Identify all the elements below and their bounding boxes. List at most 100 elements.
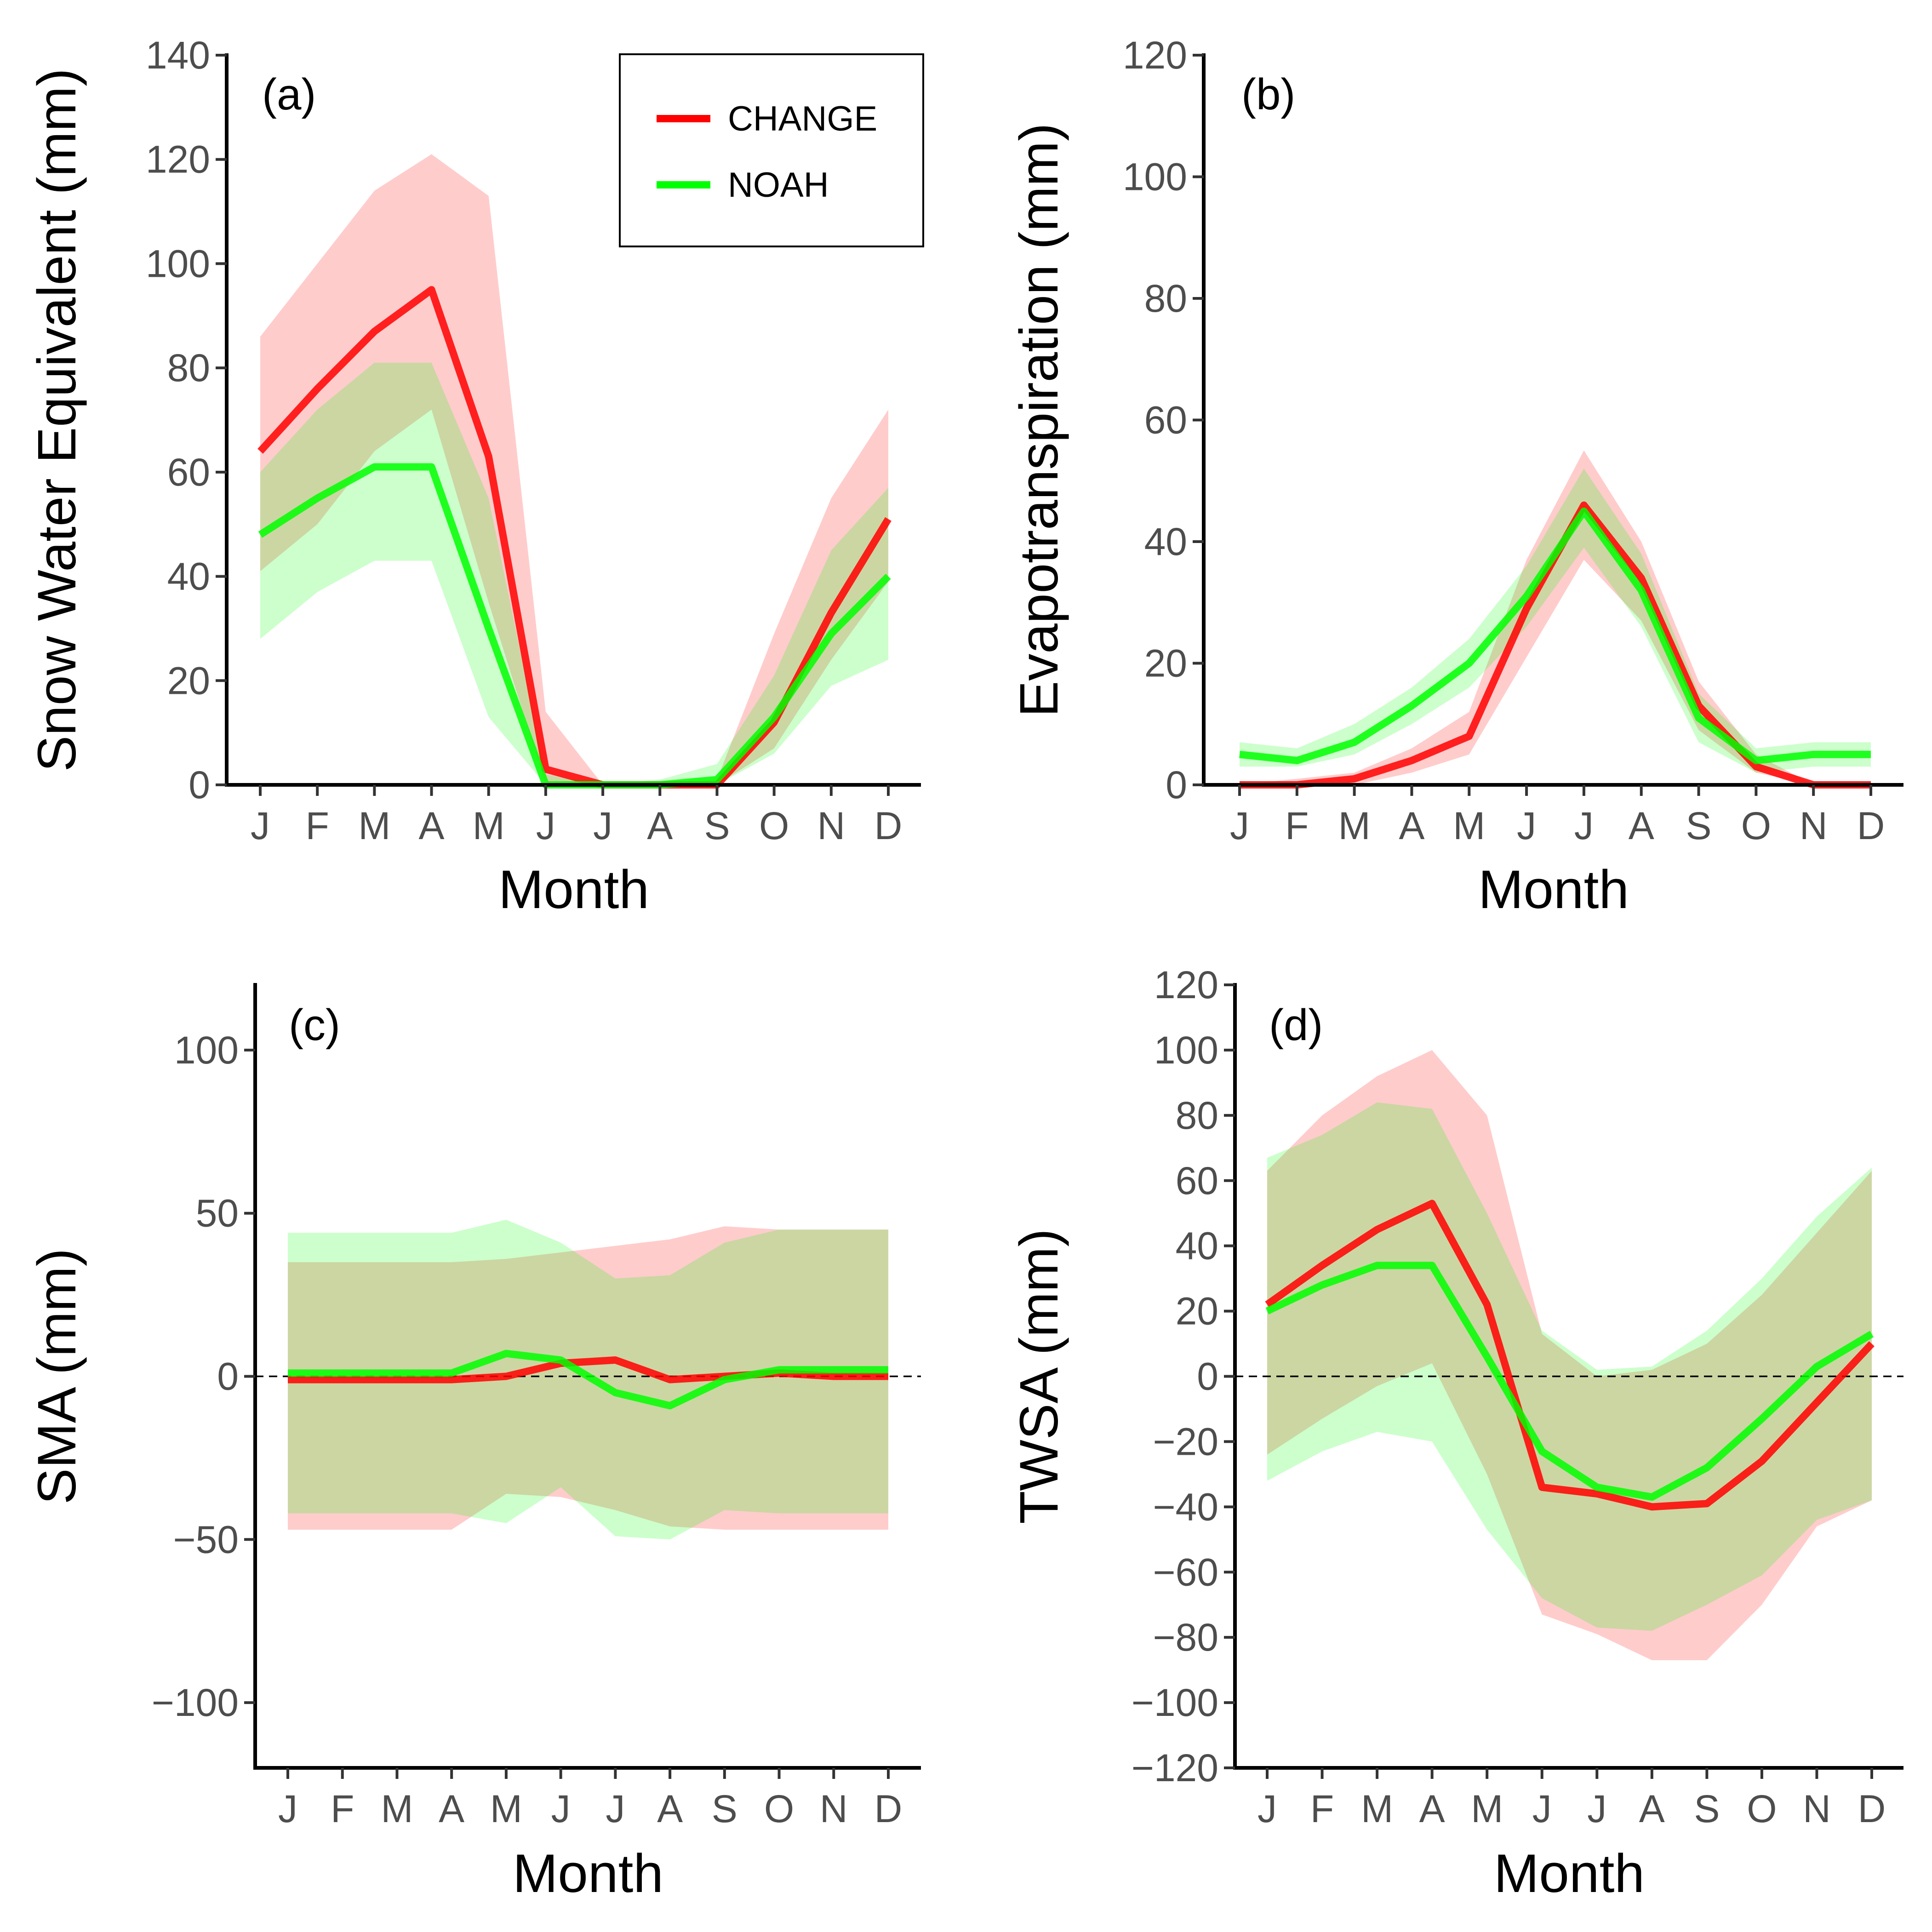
uncertainty-bands (1267, 1050, 1872, 1660)
x-tick-label: S (1686, 804, 1712, 847)
x-tick-label: A (1629, 804, 1654, 847)
x-tick-label: S (704, 804, 730, 847)
x-tick-label: M (1361, 1787, 1393, 1830)
x-tick-label: J (606, 1787, 625, 1830)
x-tick-label: A (439, 1787, 464, 1830)
x-tick-label: A (1399, 804, 1424, 847)
y-ticks: −120 −100 −80 −60 −40 −20 0 20 40 60 80 100 120 (1132, 963, 1235, 1789)
y-tick-label: 0 (1166, 763, 1187, 806)
y-tick-label: 100 (1123, 155, 1187, 199)
x-tick-label: M (1453, 804, 1485, 847)
y-tick-label: 120 (146, 138, 210, 181)
band-noah (1240, 469, 1871, 773)
x-tick-label: D (1857, 804, 1885, 847)
x-tick-label: O (759, 804, 789, 847)
x-tick-label: A (647, 804, 673, 847)
x-tick-label: J (1517, 804, 1536, 847)
line-change (1265, 1200, 1875, 1511)
line-noah (1239, 507, 1871, 765)
line-noah (288, 1349, 888, 1410)
uncertainty-bands (1240, 450, 1871, 785)
x-tick-label: A (657, 1787, 683, 1830)
band-change (260, 154, 888, 785)
x-tick-label: F (306, 804, 329, 847)
x-tick-label: M (490, 1787, 522, 1830)
x-tick-label: M (381, 1787, 413, 1830)
x-axis-title: Month (513, 1843, 663, 1904)
x-tick-label: J (1230, 804, 1249, 847)
y-tick-label: 20 (167, 659, 210, 702)
y-ticks: 0 20 40 60 80 100 120 140 (146, 34, 227, 806)
y-axis-title: TWSA (mm) (1009, 1229, 1069, 1524)
x-axis-title: Month (1478, 859, 1629, 920)
x-tick-label: D (875, 1787, 903, 1830)
band-change (1267, 1050, 1872, 1660)
y-tick-label: 60 (1176, 1159, 1218, 1202)
y-axis-title: Snow Water Equivalent (mm) (27, 68, 87, 772)
legend-label-change: CHANGE (728, 99, 877, 138)
y-tick-label: 50 (196, 1192, 239, 1235)
panel-label: (d) (1269, 1000, 1323, 1050)
x-tick-label: A (419, 804, 445, 847)
x-tick-label: N (1803, 1787, 1831, 1830)
y-tick-label: −60 (1153, 1550, 1219, 1594)
x-tick-label: N (1800, 804, 1828, 847)
y-axis-title: SMA (mm) (27, 1248, 87, 1504)
x-tick-label: M (1338, 804, 1371, 847)
x-tick-label: N (820, 1787, 848, 1830)
x-tick-label: M (473, 804, 505, 847)
series-lines (1265, 1200, 1875, 1511)
y-tick-label: 100 (174, 1029, 239, 1072)
x-tick-label: F (1310, 1787, 1334, 1830)
y-tick-label: −100 (1132, 1681, 1218, 1724)
x-tick-label: D (875, 804, 903, 847)
x-tick-label: N (817, 804, 845, 847)
x-tick-label: J (593, 804, 612, 847)
x-tick-label: F (1285, 804, 1309, 847)
y-ticks: −100 −50 0 50 100 (152, 1029, 255, 1724)
x-tick-label: J (536, 804, 555, 847)
line-noah (1265, 1262, 1874, 1501)
panel-label: (b) (1241, 70, 1295, 119)
x-axis-title: Month (498, 859, 649, 920)
y-tick-label: 40 (167, 555, 210, 598)
x-tick-label: J (1587, 1787, 1606, 1830)
y-tick-label: 120 (1154, 963, 1218, 1006)
x-tick-label: A (1419, 1787, 1445, 1830)
x-tick-label: D (1858, 1787, 1886, 1830)
x-tick-label: O (764, 1787, 794, 1830)
band-noah (1267, 1102, 1872, 1631)
x-tick-label: O (1747, 1787, 1777, 1830)
x-tick-label: J (551, 1787, 571, 1830)
y-tick-label: 20 (1176, 1290, 1218, 1333)
y-tick-label: −100 (152, 1681, 239, 1724)
y-tick-label: 140 (146, 34, 210, 77)
legend-box (619, 53, 924, 247)
y-tick-label: 80 (167, 346, 210, 389)
y-tick-label: −80 (1153, 1616, 1219, 1659)
y-tick-label: 20 (1144, 642, 1187, 685)
y-tick-label: −120 (1132, 1746, 1218, 1789)
y-tick-label: 80 (1176, 1094, 1218, 1137)
x-tick-label: S (712, 1787, 737, 1830)
y-tick-label: 100 (146, 242, 210, 285)
y-tick-label: 120 (1123, 34, 1187, 77)
legend-label-noah: NOAH (728, 166, 829, 205)
y-tick-label: −50 (173, 1518, 239, 1561)
y-tick-label: 0 (217, 1355, 239, 1398)
x-tick-label: J (251, 804, 270, 847)
x-tick-label: S (1694, 1787, 1720, 1830)
y-tick-label: −20 (1153, 1420, 1219, 1463)
x-tick-label: J (278, 1787, 297, 1830)
x-tick-label: J (1574, 804, 1594, 847)
y-tick-label: 40 (1176, 1224, 1218, 1268)
x-tick-label: O (1741, 804, 1771, 847)
y-tick-label: 0 (189, 763, 210, 806)
